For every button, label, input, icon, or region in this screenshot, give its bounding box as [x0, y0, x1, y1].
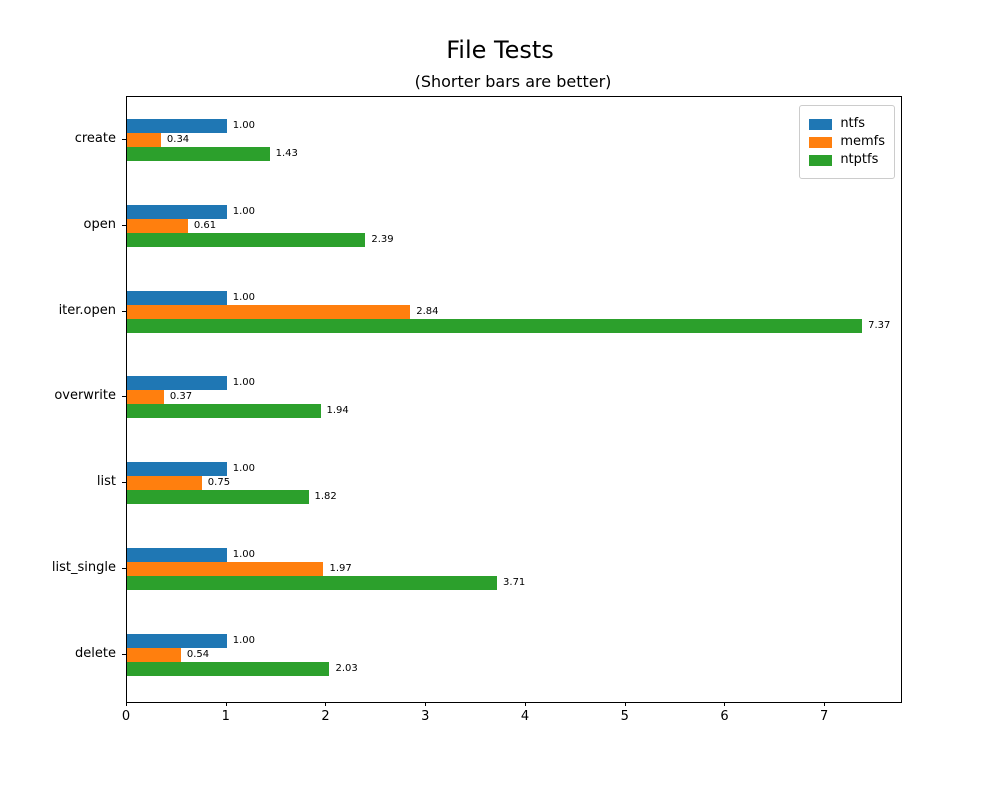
legend-swatch-icon [809, 136, 833, 148]
x-tick-mark [824, 702, 826, 706]
legend-label: ntfs [840, 116, 865, 131]
bar-ntptfs-create [127, 147, 270, 161]
bar-value-label: 1.94 [326, 405, 349, 417]
y-tick-label: list [96, 474, 116, 489]
x-tick-label: 6 [720, 709, 729, 724]
bar-ntfs-open [127, 204, 227, 219]
bar-ntptfs-list [127, 490, 309, 504]
x-tick-mark [325, 702, 327, 706]
bar-memfs-create [127, 133, 161, 147]
chart-subtitle: (Shorter bars are better) [414, 72, 612, 91]
x-tick-label: 5 [620, 709, 629, 724]
y-tick-label: overwrite [54, 388, 116, 404]
x-tick-label: 0 [121, 709, 131, 724]
bar-ntptfs-iter.open [127, 318, 863, 333]
bar-memfs-overwrite [127, 390, 164, 405]
y-tick-mark [122, 310, 126, 312]
bar-value-label: 1.00 [232, 120, 255, 131]
bar-ntfs-delete [127, 633, 227, 648]
bar-ntptfs-open [127, 232, 366, 247]
legend-swatch-icon [809, 118, 833, 130]
x-tick-mark [225, 702, 227, 706]
bar-value-label: 0.75 [207, 477, 231, 488]
bar-ntptfs-delete [127, 661, 330, 676]
bar-ntptfs-list_single [127, 575, 498, 590]
legend: ntfs memfs ntptfs [799, 105, 895, 179]
x-tick-label: 1 [221, 709, 230, 724]
bar-value-label: 1.00 [232, 291, 255, 303]
bar-ntfs-list_single [127, 547, 227, 562]
legend-label: ntptfs [840, 152, 879, 167]
chart-title: File Tests [446, 36, 554, 64]
bar-value-label: 2.39 [371, 233, 394, 245]
y-tick-label: open [83, 216, 116, 232]
x-tick-mark [425, 702, 427, 706]
y-tick-label: create [74, 131, 116, 146]
y-tick-mark [122, 224, 126, 226]
plot-area: ntfs memfs ntptfs 1.00 0.34 1.43 1.00 0.61 2.39… [126, 96, 902, 703]
bar-value-label: 1.00 [232, 463, 255, 474]
x-tick-label: 2 [321, 709, 330, 724]
x-tick-label: 7 [820, 709, 829, 724]
x-tick-mark [624, 702, 626, 706]
legend-item-ntfs: ntfs [809, 117, 885, 131]
y-tick-label: list_single [51, 559, 116, 575]
legend-item-ntptfs: ntptfs [809, 153, 885, 167]
bar-memfs-iter.open [127, 304, 411, 319]
y-tick-label: iter.open [58, 302, 116, 318]
bar-ntptfs-overwrite [127, 404, 321, 419]
bar-value-label: 0.61 [193, 219, 217, 231]
legend-label: memfs [840, 134, 885, 149]
bar-ntfs-list [127, 462, 227, 476]
x-tick-label: 3 [421, 709, 430, 724]
legend-swatch-icon [809, 154, 833, 166]
x-tick-label: 4 [520, 709, 530, 724]
bar-value-label: 1.43 [275, 148, 298, 159]
bar-value-label: 1.00 [232, 205, 255, 217]
bar-value-label: 2.03 [335, 662, 358, 674]
bar-value-label: 1.00 [232, 548, 255, 560]
bar-value-label: 1.00 [232, 634, 255, 646]
bar-value-label: 1.82 [314, 491, 337, 502]
bar-value-label: 1.97 [329, 562, 352, 574]
bar-memfs-list [127, 476, 202, 490]
bar-ntfs-iter.open [127, 290, 227, 305]
y-tick-mark [122, 396, 126, 398]
x-tick-mark [724, 702, 726, 706]
bar-ntfs-overwrite [127, 376, 227, 391]
x-tick-mark [126, 702, 127, 706]
bar-memfs-open [127, 218, 188, 233]
bar-value-label: 1.00 [232, 377, 255, 389]
bar-ntfs-create [127, 119, 227, 133]
bar-value-label: 0.34 [166, 134, 190, 145]
bar-value-label: 0.54 [186, 648, 210, 660]
y-tick-label: delete [75, 645, 116, 661]
bar-value-label: 0.37 [169, 391, 193, 403]
bar-memfs-delete [127, 647, 181, 662]
bar-value-label: 3.71 [503, 576, 526, 588]
y-tick-mark [122, 567, 126, 569]
x-tick-mark [524, 702, 526, 706]
bar-value-label: 2.84 [416, 305, 439, 317]
bar-value-label: 7.37 [868, 319, 891, 331]
bar-memfs-list_single [127, 561, 324, 576]
y-tick-mark [122, 653, 126, 655]
y-tick-mark [122, 139, 126, 140]
y-tick-mark [122, 482, 126, 483]
legend-item-memfs: memfs [809, 135, 885, 149]
